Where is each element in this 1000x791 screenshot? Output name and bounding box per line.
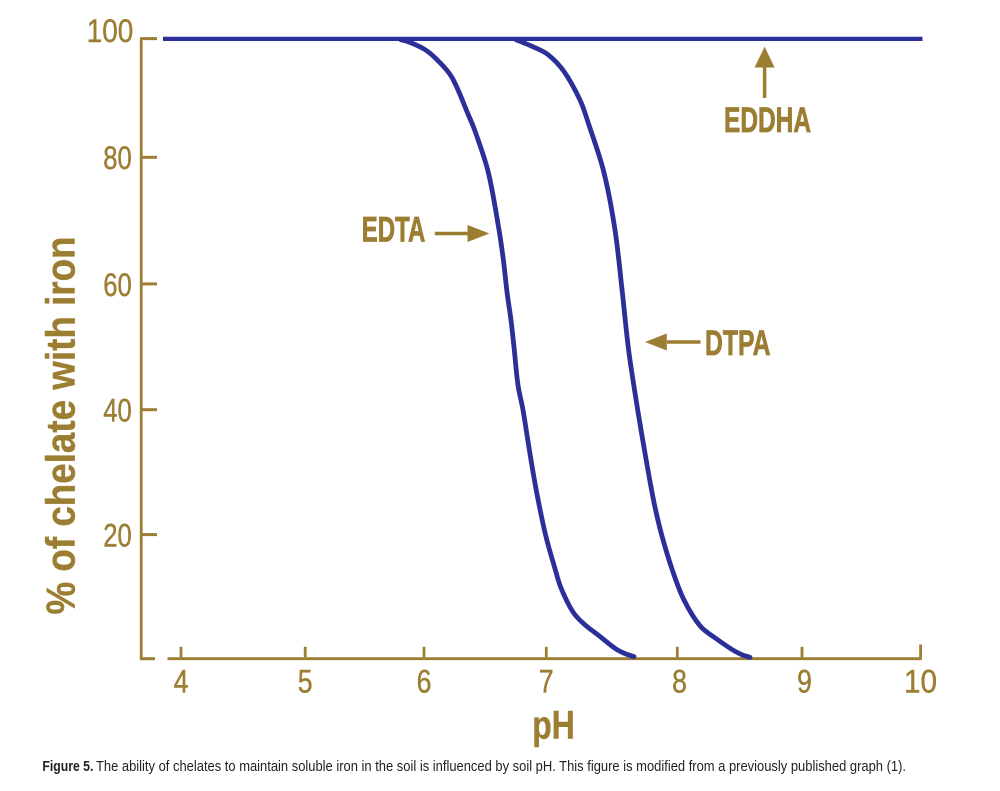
svg-text:7: 7 bbox=[539, 663, 554, 699]
svg-text:DTPA: DTPA bbox=[705, 324, 771, 363]
svg-text:EDDHA: EDDHA bbox=[724, 101, 811, 140]
svg-text:9: 9 bbox=[797, 663, 812, 699]
svg-text:8: 8 bbox=[672, 663, 687, 699]
svg-text:Figure 5.: Figure 5. bbox=[42, 758, 93, 775]
svg-text:20: 20 bbox=[103, 518, 132, 554]
svg-text:100: 100 bbox=[87, 13, 134, 49]
svg-text:5: 5 bbox=[298, 663, 313, 699]
svg-text:10: 10 bbox=[904, 663, 937, 699]
svg-text:% of chelate with iron: % of chelate with iron bbox=[38, 237, 84, 615]
svg-text:4: 4 bbox=[174, 663, 189, 699]
svg-text:EDTA: EDTA bbox=[362, 210, 426, 249]
svg-text:60: 60 bbox=[103, 267, 132, 303]
svg-text:pH: pH bbox=[532, 703, 575, 747]
svg-text:40: 40 bbox=[103, 393, 132, 429]
svg-text:6: 6 bbox=[417, 663, 432, 699]
svg-text:The ability of chelates to mai: The ability of chelates to maintain solu… bbox=[96, 758, 906, 775]
svg-text:80: 80 bbox=[103, 140, 132, 176]
